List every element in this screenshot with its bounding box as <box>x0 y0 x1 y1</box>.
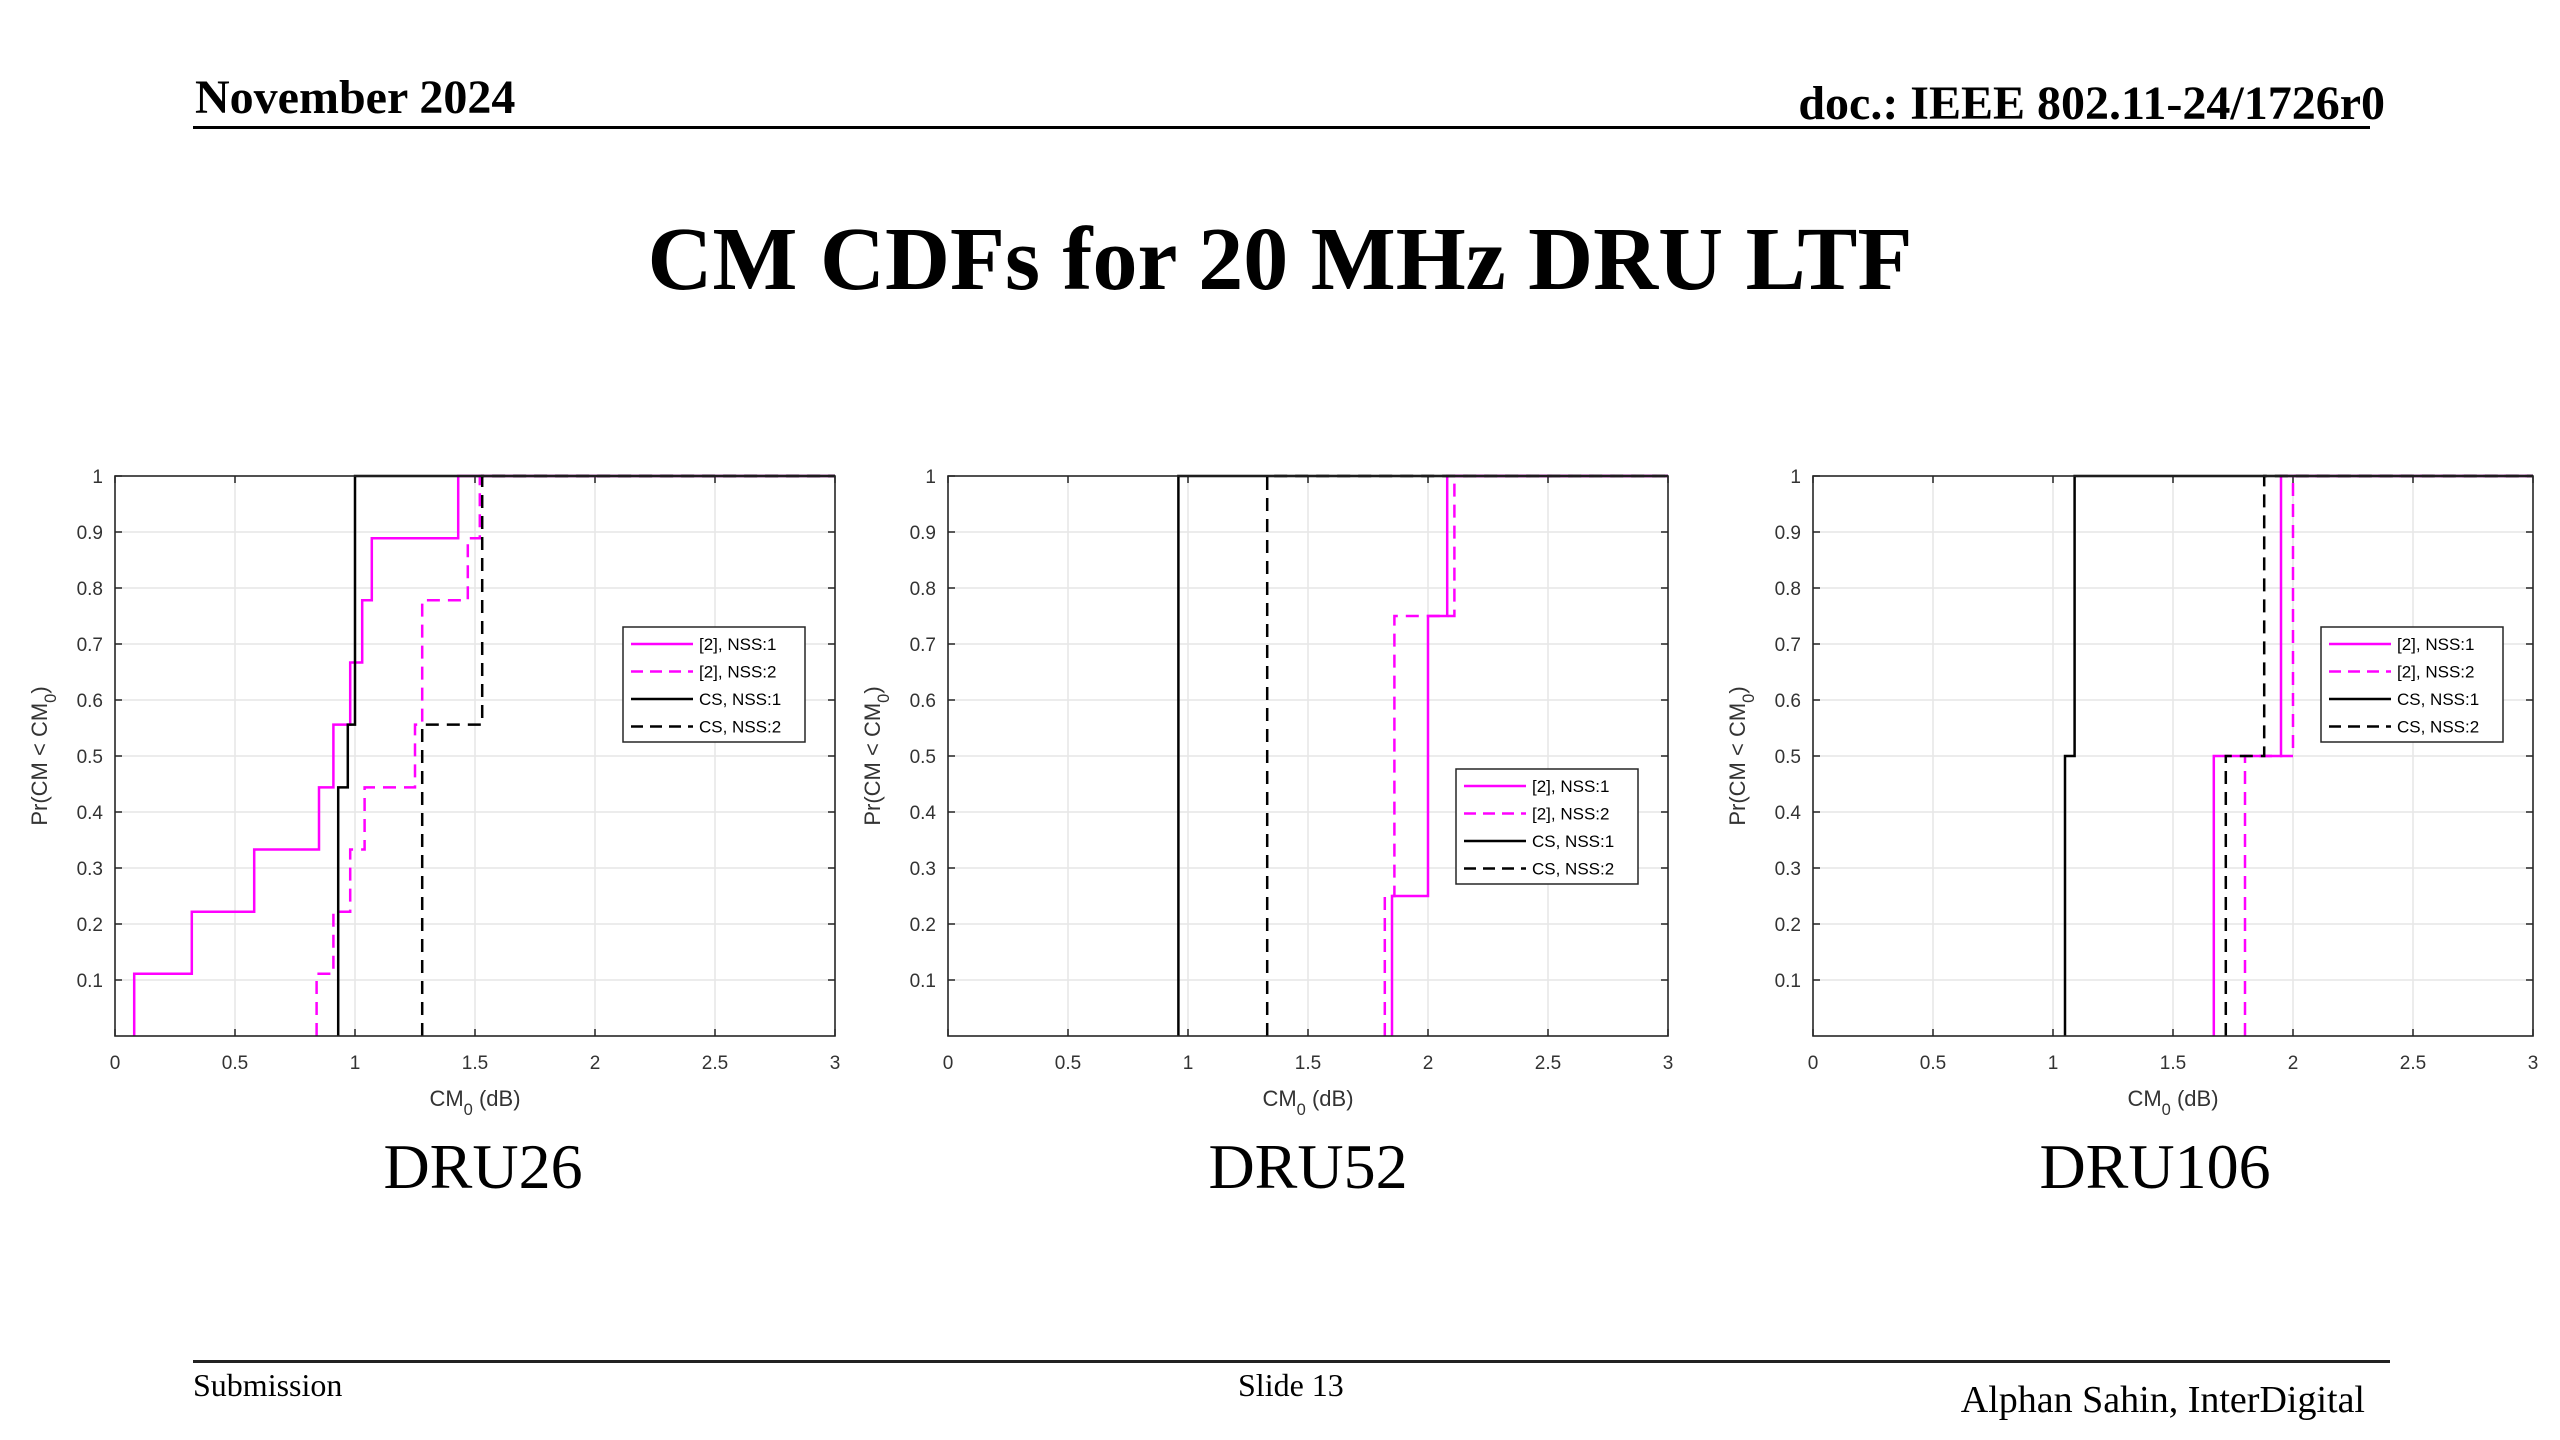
y-axis-label: Pr(CM < CM0) <box>27 686 60 825</box>
legend-box <box>1455 768 1639 885</box>
caption-dru106: DRU106 <box>2039 1131 2271 1202</box>
x-tick-label: 0.5 <box>222 1053 248 1074</box>
x-tick-label: 1 <box>350 1053 361 1074</box>
legend-label: [2], NSS:1 <box>2397 635 2474 654</box>
y-tick-label: 0.3 <box>910 859 936 880</box>
caption-dru52: DRU52 <box>1208 1131 1408 1202</box>
x-tick-label: 1.5 <box>1295 1053 1321 1074</box>
x-tick-label: 1 <box>1183 1053 1194 1074</box>
header-doc-id: doc.: IEEE 802.11-24/1726r0 <box>1798 77 2385 130</box>
x-axis-label: CM0 (dB) <box>2127 1086 2218 1119</box>
y-tick-label: 0.4 <box>77 803 104 824</box>
x-tick-label: 3 <box>1663 1053 1674 1074</box>
series-line <box>132 474 835 1036</box>
y-tick-label: 0.2 <box>1775 915 1801 936</box>
x-axis-label: CM0 (dB) <box>429 1086 520 1119</box>
y-axis-label: Pr(CM < CM0) <box>860 686 893 825</box>
x-tick-label: 2 <box>590 1053 601 1074</box>
y-tick-label: 1 <box>925 467 936 488</box>
y-tick-label: 0.5 <box>1775 747 1801 768</box>
chart-dru106: 0 0.5 1 1.5 2 2.5 3 0.1 0.2 0.3 0.4 0.5 0.6 0.7 0.8 0.9… <box>1725 467 2538 1119</box>
legend-label: CS, NSS:1 <box>1532 832 1614 851</box>
y-tick-label: 0.5 <box>77 747 103 768</box>
x-tick-label: 1 <box>2048 1053 2059 1074</box>
axes-box <box>947 475 1669 1037</box>
legend-box <box>622 626 806 743</box>
series-line <box>1383 474 1668 1036</box>
legend-label: CS, NSS:1 <box>2397 690 2479 709</box>
y-tick-label: 0.8 <box>77 579 103 600</box>
slide-title: CM CDFs for 20 MHz DRU LTF <box>647 210 1913 309</box>
x-tick-label: 2.5 <box>702 1053 728 1074</box>
legend: [2], NSS:1 [2], NSS:2 CS, NSS:1 CS, NSS:2 <box>1455 768 1639 885</box>
header-date: November 2024 <box>195 71 516 124</box>
y-tick-label: 0.4 <box>1775 803 1802 824</box>
legend-box <box>2320 626 2504 743</box>
x-tick-label: 2 <box>2288 1053 2299 1074</box>
y-tick-label: 1 <box>1790 467 1801 488</box>
y-tick-label: 0.1 <box>910 971 936 992</box>
x-tick-label: 0 <box>1808 1053 1819 1074</box>
x-tick-label: 0 <box>110 1053 121 1074</box>
y-tick-label: 0.1 <box>77 971 103 992</box>
x-tick-label: 0 <box>943 1053 954 1074</box>
x-tick-label: 2.5 <box>1535 1053 1561 1074</box>
x-tick-label: 2.5 <box>2400 1053 2426 1074</box>
legend-label: CS, NSS:1 <box>699 690 781 709</box>
axes-box <box>114 475 836 1037</box>
legend: [2], NSS:1 [2], NSS:2 CS, NSS:1 CS, NSS:2 <box>2320 626 2504 743</box>
x-tick-label: 0.5 <box>1920 1053 1946 1074</box>
x-tick-label: 0.5 <box>1055 1053 1081 1074</box>
x-tick-label: 1.5 <box>462 1053 488 1074</box>
legend-label: CS, NSS:2 <box>2397 718 2479 737</box>
legend-label: [2], NSS:2 <box>1532 805 1609 824</box>
y-axis-label: Pr(CM < CM0) <box>1725 686 1758 825</box>
x-axis-label: CM0 (dB) <box>1262 1086 1353 1119</box>
footer-author: Alphan Sahin, InterDigital <box>1960 1379 2365 1421</box>
header-divider <box>193 126 2370 129</box>
y-tick-label: 0.8 <box>1775 579 1801 600</box>
series-line <box>2224 474 2533 1036</box>
y-tick-label: 0.6 <box>77 691 103 712</box>
footer-divider <box>193 1360 2390 1363</box>
legend: [2], NSS:1 [2], NSS:2 CS, NSS:1 CS, NSS:2 <box>622 626 806 743</box>
y-tick-label: 0.6 <box>910 691 936 712</box>
legend-label: CS, NSS:2 <box>1532 860 1614 879</box>
footer-slide-number: Slide 13 <box>1238 1367 1344 1403</box>
footer-submission: Submission <box>193 1367 343 1403</box>
y-tick-label: 0.8 <box>910 579 936 600</box>
x-tick-label: 3 <box>830 1053 841 1074</box>
y-tick-label: 0.7 <box>1775 635 1801 656</box>
x-tick-label: 1.5 <box>2160 1053 2186 1074</box>
y-tick-label: 0.7 <box>910 635 936 656</box>
y-tick-label: 0.5 <box>910 747 936 768</box>
y-tick-label: 0.1 <box>1775 971 1801 992</box>
legend-label: [2], NSS:1 <box>1532 777 1609 796</box>
legend-label: CS, NSS:2 <box>699 718 781 737</box>
chart-dru52: 0 0.5 1 1.5 2 2.5 3 0.1 0.2 0.3 0.4 0.5 0.6 0.7 0.8 0.9… <box>860 467 1673 1119</box>
legend-label: [2], NSS:2 <box>2397 663 2474 682</box>
y-tick-label: 0.2 <box>910 915 936 936</box>
y-tick-label: 1 <box>92 467 103 488</box>
series-line <box>2243 474 2533 1036</box>
y-tick-label: 0.2 <box>77 915 103 936</box>
y-tick-label: 0.9 <box>910 523 936 544</box>
y-tick-label: 0.4 <box>910 803 937 824</box>
y-tick-label: 0.7 <box>77 635 103 656</box>
caption-dru26: DRU26 <box>383 1131 583 1202</box>
series-line <box>315 474 835 1036</box>
y-tick-label: 0.9 <box>77 523 103 544</box>
chart-dru26: 0 0.5 1 1.5 2 2.5 3 0.1 0.2 0.3 0.4 0.5 0.6 0.7 0.8 0.9… <box>27 467 840 1119</box>
legend-label: [2], NSS:2 <box>699 663 776 682</box>
legend-label: [2], NSS:1 <box>699 635 776 654</box>
y-tick-label: 0.9 <box>1775 523 1801 544</box>
y-tick-label: 0.6 <box>1775 691 1801 712</box>
x-tick-label: 2 <box>1423 1053 1434 1074</box>
x-tick-label: 3 <box>2528 1053 2539 1074</box>
axes-box <box>1812 475 2534 1037</box>
y-tick-label: 0.3 <box>1775 859 1801 880</box>
y-tick-label: 0.3 <box>77 859 103 880</box>
